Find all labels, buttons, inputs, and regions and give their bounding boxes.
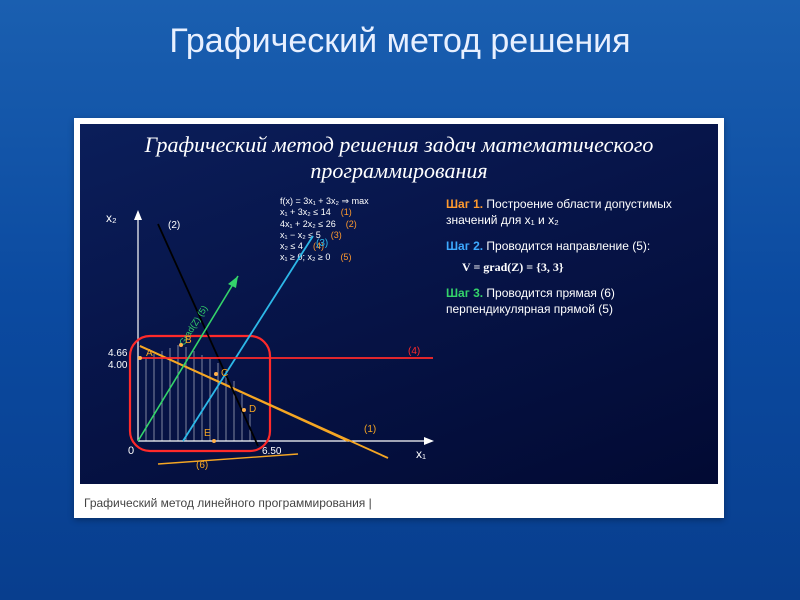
pt-B: [179, 343, 183, 347]
lbl-B: B: [185, 335, 192, 346]
step-3: Шаг 3. Проводится прямая (6) перпендикул…: [446, 285, 706, 317]
step-2: Шаг 2. Проводится направление (5):: [446, 238, 706, 254]
step-1: Шаг 1. Построение области допустимых зна…: [446, 196, 706, 228]
grad-arrow: [228, 276, 238, 288]
pt-E: [212, 439, 216, 443]
gradient-formula: V = grad(Z) = {3, 3}: [462, 259, 706, 275]
slide-title: Графический метод решения: [0, 0, 800, 61]
num-label-3: (3): [316, 238, 328, 249]
pt-D: [242, 408, 246, 412]
line-3: [183, 236, 313, 441]
pt-A: [138, 356, 142, 360]
xtick-650: 6.50: [262, 446, 282, 457]
image-card: Графический метод решения задач математи…: [74, 118, 724, 518]
lp-chart: x₂ x₁ 0: [88, 196, 458, 476]
x-arrow: [424, 437, 434, 445]
y-arrow: [134, 210, 142, 220]
lbl-D: D: [249, 404, 256, 415]
y-axis-label: x₂: [106, 211, 117, 225]
lbl-A: A: [146, 348, 153, 359]
inner-title: Графический метод решения задач математи…: [80, 124, 718, 189]
step2-text: Проводится направление (5):: [486, 239, 650, 253]
num-label-2: (2): [168, 220, 180, 231]
lbl-C: C: [221, 368, 228, 379]
lbl-E: E: [204, 428, 211, 439]
num-label-1: (1): [364, 424, 376, 435]
num-label-6: (6): [196, 460, 208, 471]
ytick-466: 4.66: [108, 348, 128, 359]
pt-C: [214, 372, 218, 376]
card-caption: Графический метод линейного программиров…: [74, 490, 724, 518]
origin-label: 0: [128, 445, 134, 457]
steps-block: Шаг 1. Построение области допустимых зна…: [446, 196, 706, 317]
num-label-4: (4): [408, 346, 420, 357]
grad-label: Grad(Z) (5): [177, 304, 209, 347]
x-axis-label: x₁: [416, 447, 426, 461]
ytick-400: 4.00: [108, 360, 128, 371]
inner-panel: Графический метод решения задач математи…: [80, 124, 718, 484]
